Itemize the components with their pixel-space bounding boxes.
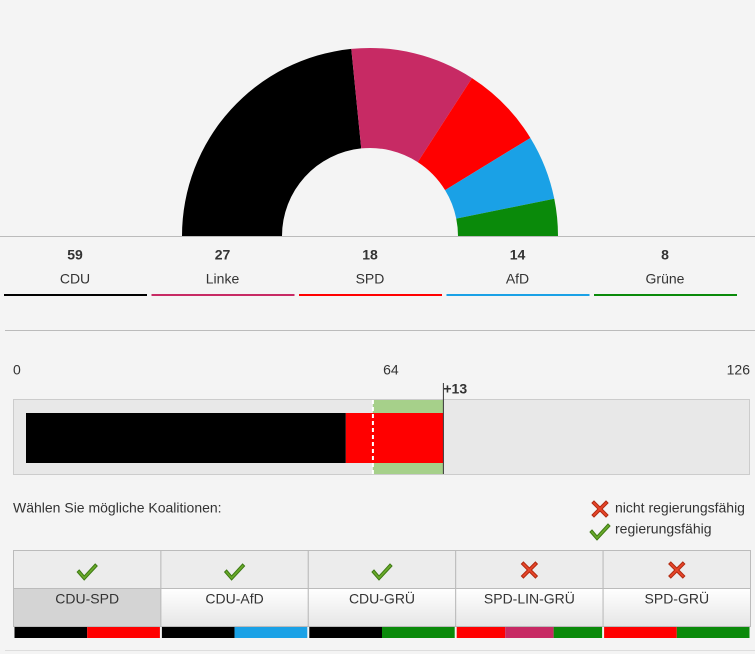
coalition-status-cell [13, 550, 162, 589]
coalition-label-cell [602, 588, 751, 627]
majority-band [372, 463, 444, 474]
coalition-color-strip [87, 627, 160, 638]
cross-icon [668, 561, 686, 579]
coalition-color-strip [14, 627, 88, 638]
majority-band [372, 400, 444, 413]
coalition-label-cell [160, 588, 309, 627]
seat-count: 59 [67, 247, 83, 263]
coalition-color-strip [604, 627, 677, 638]
seat-count: 18 [362, 247, 378, 263]
seat-count: 27 [215, 247, 231, 263]
party-name: Grüne [646, 271, 685, 287]
surplus-label: +13 [443, 381, 467, 397]
party-name: AfD [506, 271, 529, 287]
party-name: CDU [60, 271, 90, 287]
cross-icon [591, 500, 609, 518]
coalition-color-strip [161, 627, 235, 638]
coalition-color-strip [456, 627, 506, 638]
seat-count: 8 [661, 247, 669, 263]
coalition-color-strip [309, 627, 382, 638]
x-tick-label: 64 [383, 362, 399, 378]
party-underline [594, 294, 737, 296]
coalition-button[interactable]: CDU-AfD [160, 550, 309, 639]
x-tick-label: 0 [13, 362, 21, 378]
seat-segment [445, 137, 555, 219]
party-underline [299, 294, 442, 296]
coalition-label-cell [455, 588, 604, 627]
coalition-name: CDU-SPD [55, 591, 119, 607]
coalition-color-strip [234, 627, 308, 638]
check-icon [371, 563, 393, 581]
coalition-color-strip [505, 627, 554, 638]
coalition-color-strip [382, 627, 455, 638]
coalition-color-strip [553, 627, 603, 638]
coalition-name: SPD-LIN-GRÜ [484, 590, 575, 607]
cross-icon [520, 561, 539, 579]
party-underline [4, 294, 147, 296]
coalition-label-cell [13, 588, 162, 627]
coalition-status-cell [307, 550, 457, 589]
party-underline [151, 294, 295, 296]
seat-segment [417, 78, 531, 191]
seat-count: 14 [510, 247, 526, 263]
check-icon [223, 563, 246, 581]
bar-segment [345, 413, 444, 463]
coalition-status-cell [160, 550, 309, 589]
party-underline [446, 294, 590, 296]
coalition-button[interactable]: SPD-LIN-GRÜ [455, 550, 604, 639]
party-name: Linke [206, 271, 240, 287]
coalition-name: SPD-GRÜ [645, 590, 710, 607]
x-tick-label: 126 [727, 362, 751, 378]
coalition-prompt: Wählen Sie mögliche Koalitionen: [13, 500, 222, 516]
seat-segment [182, 48, 362, 236]
bar-segment [26, 413, 346, 463]
check-icon [589, 523, 611, 541]
coalition-button[interactable]: SPD-GRÜ [602, 550, 751, 639]
coalition-label-cell [307, 588, 457, 627]
legend-label: nicht regierungsfähig [615, 500, 745, 516]
coalition-name: CDU-GRÜ [349, 590, 415, 607]
seat-segment [351, 48, 472, 163]
seat-segment [456, 198, 559, 236]
check-icon [76, 563, 98, 581]
coalition-button[interactable]: CDU-GRÜ [307, 550, 457, 639]
party-name: SPD [356, 271, 385, 287]
coalition-color-strip [676, 627, 750, 638]
coalition-name: CDU-AfD [205, 591, 263, 607]
legend-label: regierungsfähig [615, 521, 712, 537]
coalition-button[interactable]: CDU-SPD [13, 550, 162, 639]
